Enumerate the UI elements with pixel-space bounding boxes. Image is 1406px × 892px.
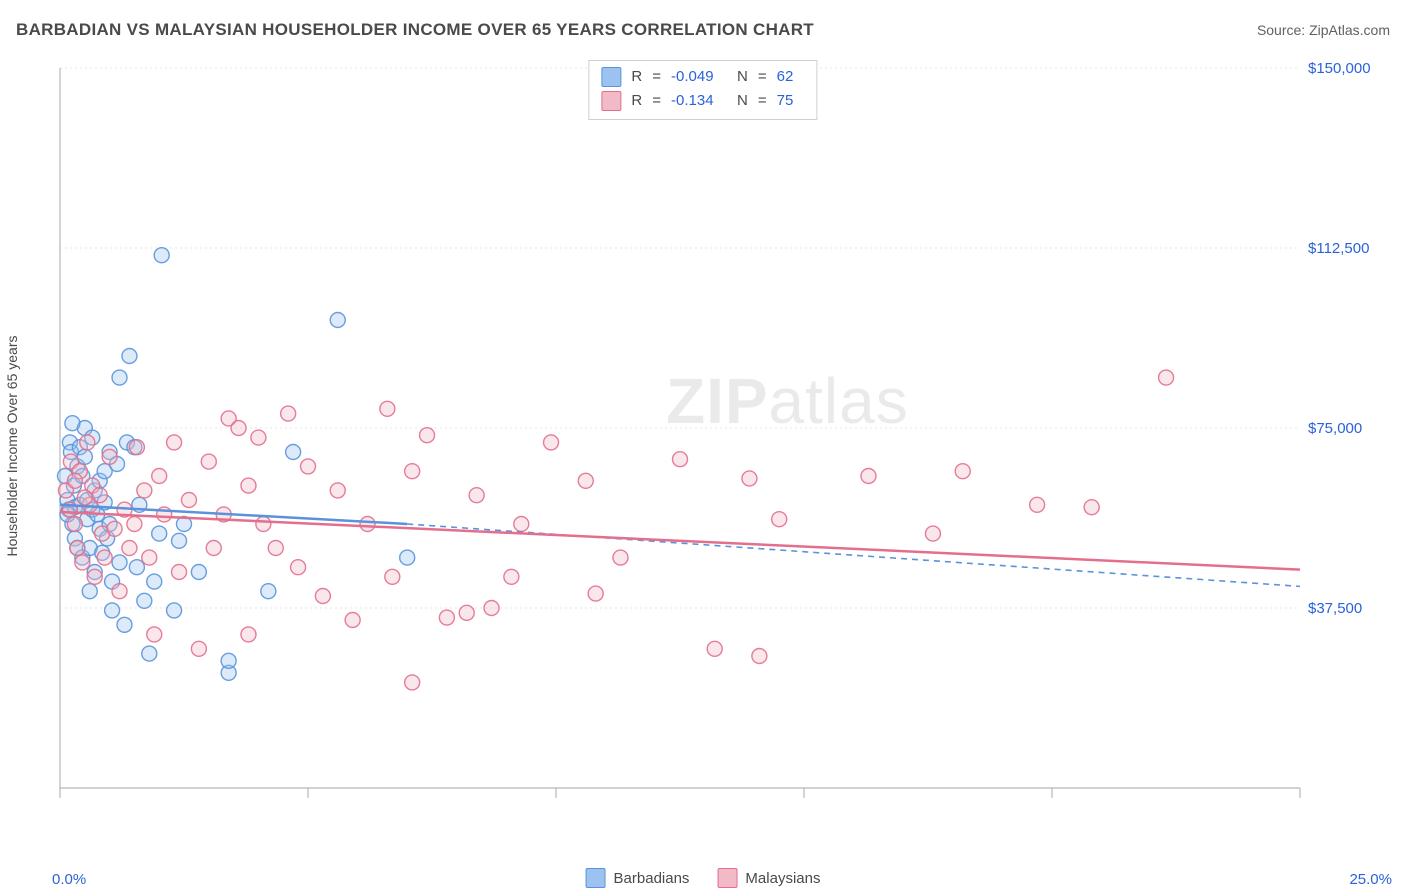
legend-swatch — [601, 91, 621, 111]
plot-svg: $37,500 $75,000 $112,500 $150,000 — [50, 58, 1380, 818]
legend-swatch — [717, 868, 737, 888]
legend-r-label: R — [631, 65, 642, 89]
source-attribution: Source: ZipAtlas.com — [1257, 22, 1390, 38]
x-axis-max-label: 25.0% — [1349, 871, 1392, 888]
legend-swatch — [601, 67, 621, 87]
legend-item: Malaysians — [717, 868, 820, 888]
legend-swatch — [586, 868, 606, 888]
chart-title: BARBADIAN VS MALAYSIAN HOUSEHOLDER INCOM… — [16, 20, 814, 40]
legend-item: Barbadians — [586, 868, 690, 888]
series-legend: Barbadians Malaysians — [586, 868, 821, 888]
scatter-plot: $37,500 $75,000 $112,500 $150,000 — [50, 58, 1380, 818]
legend-r-value: -0.049 — [671, 65, 727, 89]
svg-text:$37,500: $37,500 — [1308, 600, 1362, 617]
legend-n-label: N — [737, 89, 748, 113]
svg-text:$150,000: $150,000 — [1308, 60, 1371, 77]
correlation-legend-row: R=-0.049N=62 — [601, 65, 804, 89]
legend-label: Malaysians — [745, 870, 820, 887]
legend-n-value: 75 — [777, 89, 805, 113]
y-axis-label: Householder Income Over 65 years — [4, 336, 20, 557]
legend-r-value: -0.134 — [671, 89, 727, 113]
x-axis-min-label: 0.0% — [52, 871, 86, 888]
title-bar: BARBADIAN VS MALAYSIAN HOUSEHOLDER INCOM… — [16, 20, 1390, 40]
svg-text:$112,500: $112,500 — [1308, 240, 1369, 257]
svg-text:$75,000: $75,000 — [1308, 420, 1362, 437]
correlation-legend-row: R=-0.134N=75 — [601, 89, 804, 113]
correlation-legend: R=-0.049N=62R=-0.134N=75 — [588, 60, 817, 120]
legend-n-label: N — [737, 65, 748, 89]
legend-label: Barbadians — [614, 870, 690, 887]
legend-n-value: 62 — [777, 65, 805, 89]
legend-r-label: R — [631, 89, 642, 113]
